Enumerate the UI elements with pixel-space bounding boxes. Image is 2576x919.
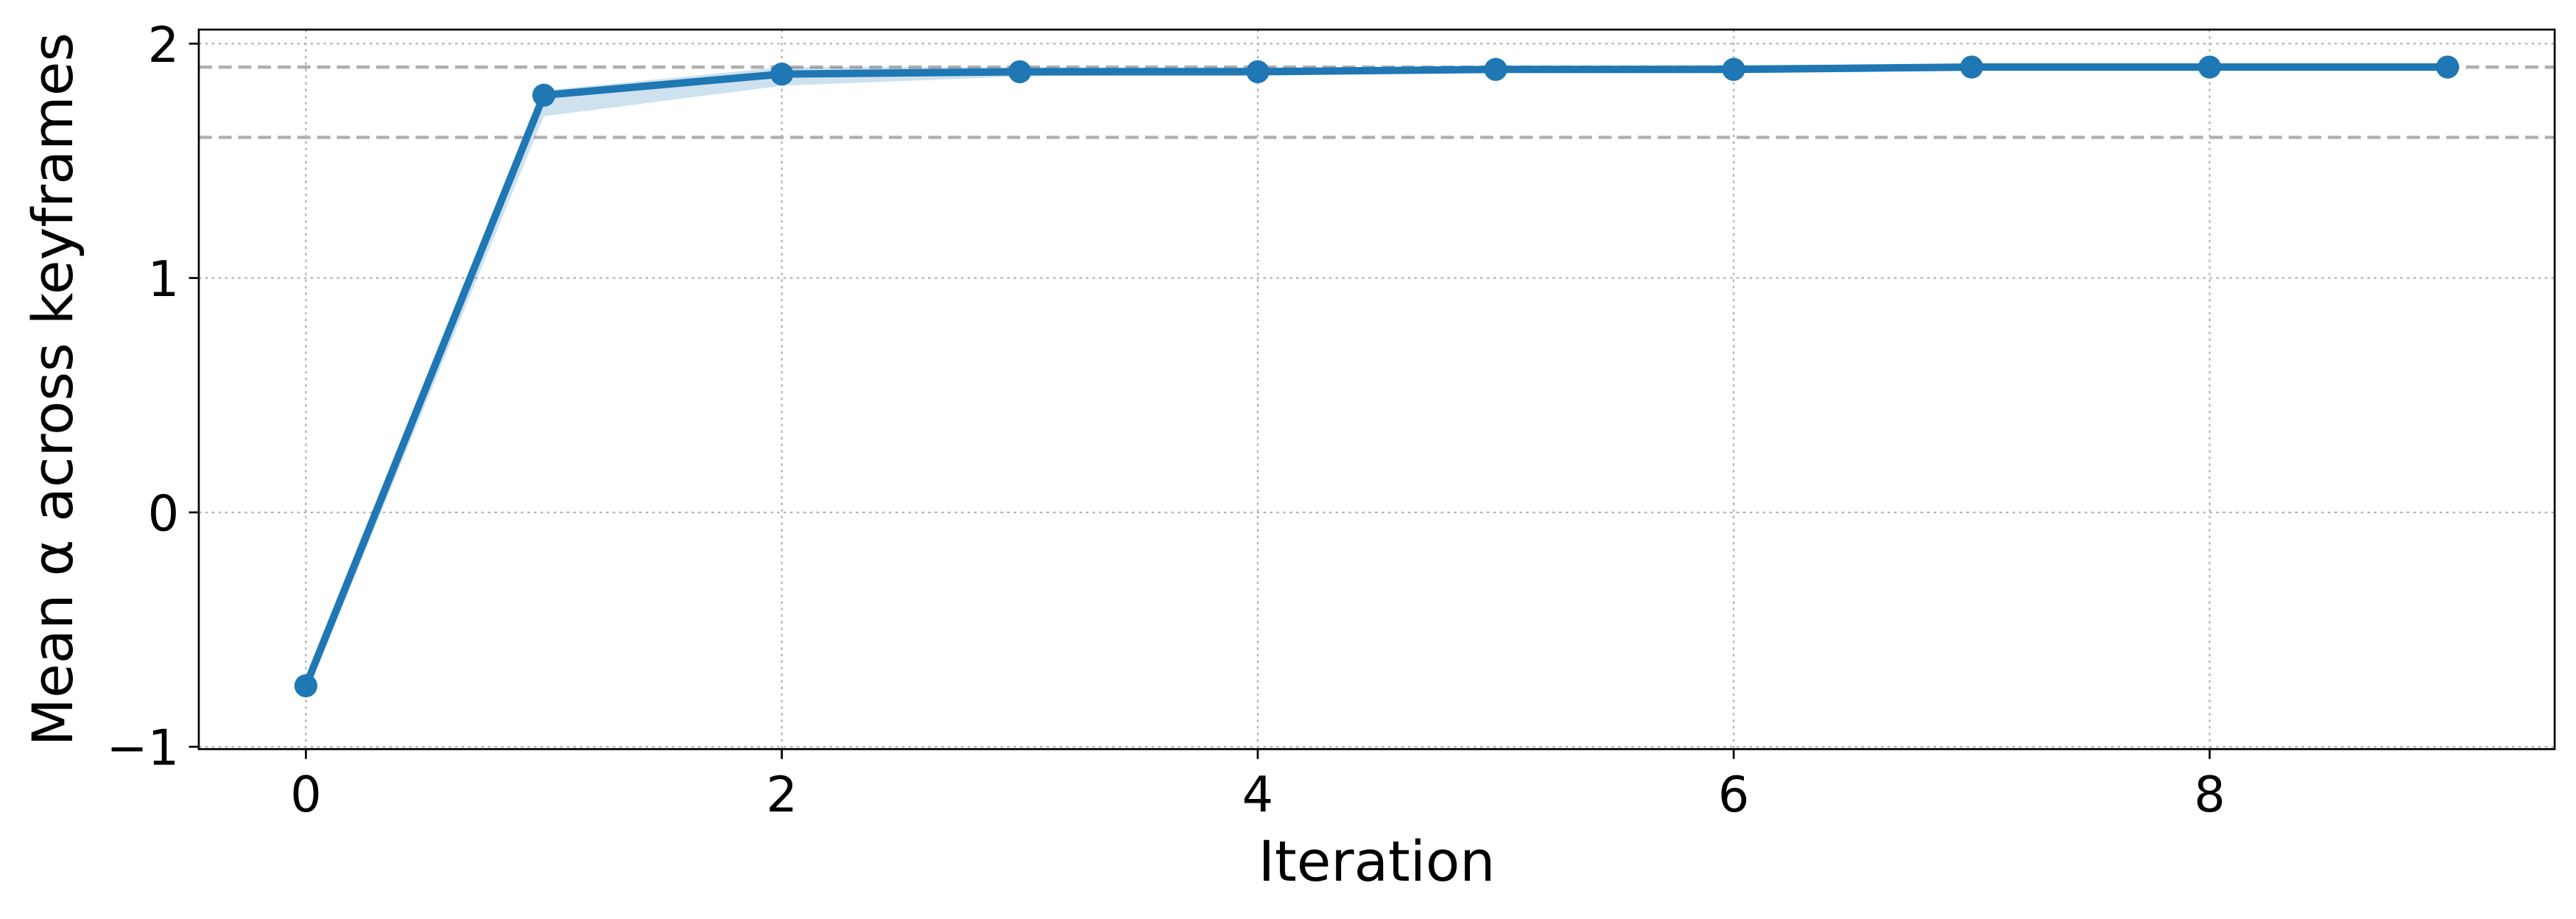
data-point [532, 83, 556, 107]
data-point [2197, 55, 2222, 79]
data-point [1246, 60, 1270, 84]
y-axis-label: Mean α across keyframes [21, 32, 85, 746]
data-point [1960, 55, 1983, 79]
y-tick-label: −1 [107, 719, 180, 777]
x-tick-label: 6 [1718, 766, 1750, 823]
data-point [770, 63, 794, 86]
y-tick-label: 1 [148, 250, 180, 308]
x-tick-label: 8 [2194, 766, 2225, 823]
x-axis-label: Iteration [1259, 829, 1496, 894]
confidence-band [306, 64, 2448, 696]
y-tick-label: 2 [148, 16, 180, 74]
y-tick-label: 0 [148, 485, 180, 542]
data-point [2436, 55, 2460, 79]
plot-frame [197, 28, 2556, 750]
data-line [302, 63, 2448, 688]
x-tick-label: 4 [1242, 766, 1274, 823]
data-point [1008, 60, 1032, 84]
x-tick-label: 2 [766, 766, 798, 823]
data-point [1484, 57, 1507, 81]
plot: Iteration Mean α across keyframes 0 2 4 6 8 −… [21, 16, 2556, 894]
x-tick-label: 0 [290, 766, 322, 823]
data-point [294, 674, 317, 697]
data-point [1722, 57, 1745, 81]
